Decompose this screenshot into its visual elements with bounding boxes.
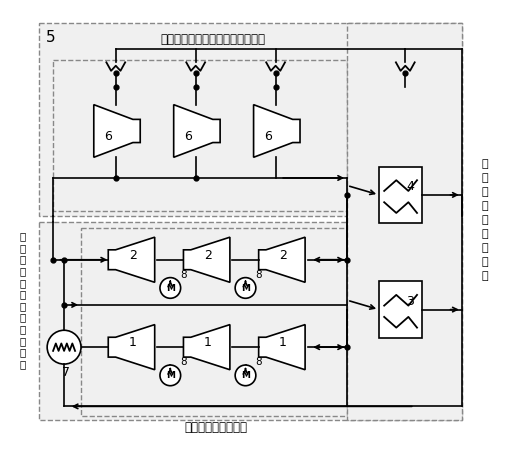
Text: 6: 6 bbox=[104, 130, 112, 143]
Text: M: M bbox=[166, 284, 175, 293]
Polygon shape bbox=[174, 105, 220, 157]
Text: 6: 6 bbox=[184, 130, 192, 143]
Text: 2: 2 bbox=[279, 249, 287, 262]
Text: 多
级
分
流
近
极
限
回
热: 多 级 分 流 近 极 限 回 热 bbox=[482, 159, 488, 281]
Text: 1: 1 bbox=[204, 336, 212, 349]
Circle shape bbox=[47, 330, 81, 364]
Text: 4: 4 bbox=[406, 180, 414, 194]
Text: 2: 2 bbox=[129, 249, 136, 262]
Polygon shape bbox=[259, 237, 305, 282]
Bar bbox=[53, 61, 347, 211]
Text: M: M bbox=[241, 371, 250, 380]
Bar bbox=[379, 167, 422, 223]
Text: 8: 8 bbox=[180, 270, 187, 280]
Circle shape bbox=[160, 277, 181, 298]
Text: 6: 6 bbox=[264, 130, 272, 143]
Text: 临
界
点
近
环
境
温
度
等
温
放
热: 临 界 点 近 环 境 温 度 等 温 放 热 bbox=[19, 231, 26, 369]
Text: 多级再热膨胀近热源温度等温吸热: 多级再热膨胀近热源温度等温吸热 bbox=[160, 33, 265, 46]
Text: 8: 8 bbox=[255, 270, 262, 280]
Text: 2: 2 bbox=[204, 249, 212, 262]
Circle shape bbox=[235, 277, 256, 298]
Text: 5: 5 bbox=[46, 31, 56, 45]
Bar bbox=[379, 282, 422, 338]
Text: 7: 7 bbox=[62, 366, 70, 379]
Text: 1: 1 bbox=[129, 336, 136, 349]
Polygon shape bbox=[108, 237, 155, 282]
Polygon shape bbox=[183, 237, 230, 282]
Text: 8: 8 bbox=[180, 357, 187, 367]
Text: M: M bbox=[166, 371, 175, 380]
Polygon shape bbox=[94, 105, 140, 157]
Polygon shape bbox=[183, 325, 230, 370]
Circle shape bbox=[160, 365, 181, 386]
Text: 3: 3 bbox=[406, 295, 414, 308]
Bar bbox=[39, 222, 461, 419]
Text: M: M bbox=[241, 284, 250, 293]
Bar bbox=[347, 23, 461, 419]
Polygon shape bbox=[108, 325, 155, 370]
Text: 8: 8 bbox=[255, 357, 262, 367]
Text: 多级间冷近等温压缩: 多级间冷近等温压缩 bbox=[184, 421, 247, 434]
Bar bbox=[81, 228, 347, 416]
Circle shape bbox=[235, 365, 256, 386]
Polygon shape bbox=[254, 105, 300, 157]
Polygon shape bbox=[259, 325, 305, 370]
Text: 1: 1 bbox=[279, 336, 287, 349]
Bar bbox=[39, 23, 461, 216]
